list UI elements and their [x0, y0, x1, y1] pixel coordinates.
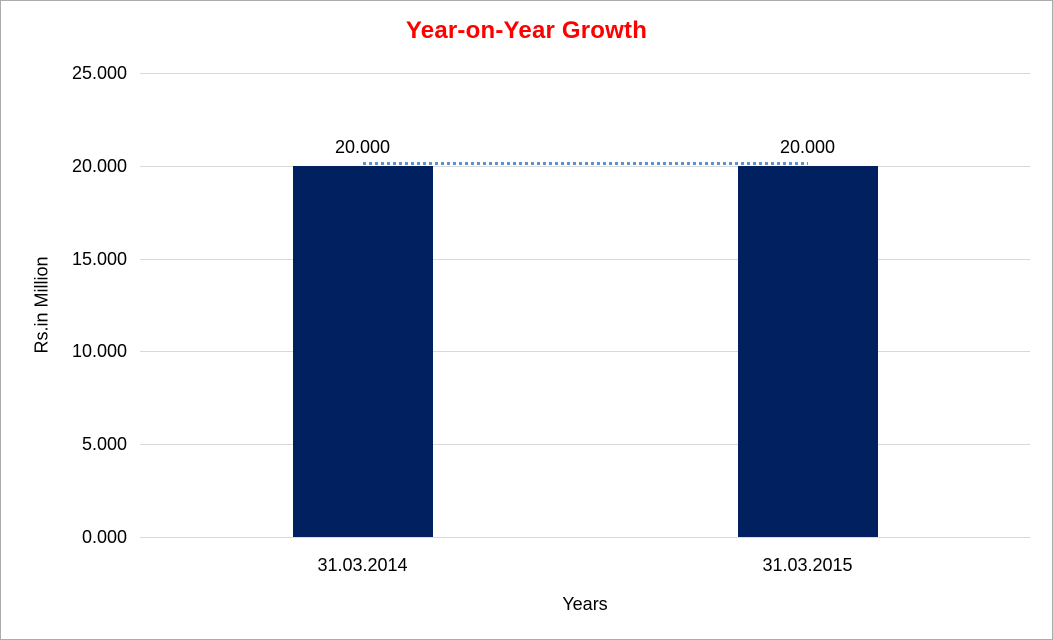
x-tick-label: 31.03.2014 — [317, 555, 408, 575]
y-tick-label: 10.000 — [71, 341, 127, 362]
gridline — [140, 537, 1030, 538]
gridline — [140, 444, 1030, 446]
y-tick-label: 20.000 — [71, 155, 127, 176]
bar-data-label: 20.000 — [334, 136, 391, 157]
bar-31.03.2014 — [292, 165, 433, 537]
y-tick-label: 25.000 — [71, 63, 127, 83]
y-tick-label: 0.000 — [81, 527, 127, 547]
y-tick-label: 5.000 — [81, 434, 127, 455]
gridline — [140, 351, 1030, 353]
gridline — [140, 73, 1030, 74]
x-axis-title: Years — [562, 594, 608, 614]
bar-31.03.2015 — [737, 165, 878, 537]
bar-data-label: 20.000 — [779, 136, 836, 157]
gridline — [140, 258, 1030, 260]
y-axis-title: Rs.in Million — [31, 256, 52, 354]
y-tick-label: 15.000 — [71, 248, 127, 269]
trend-dotted-line — [362, 161, 808, 165]
plot-area: 20.000 20.000 — [140, 73, 1030, 538]
x-tick-label: 31.03.2015 — [762, 555, 853, 575]
chart-title: Year-on-Year Growth — [405, 17, 648, 44]
gridline — [140, 165, 1030, 167]
